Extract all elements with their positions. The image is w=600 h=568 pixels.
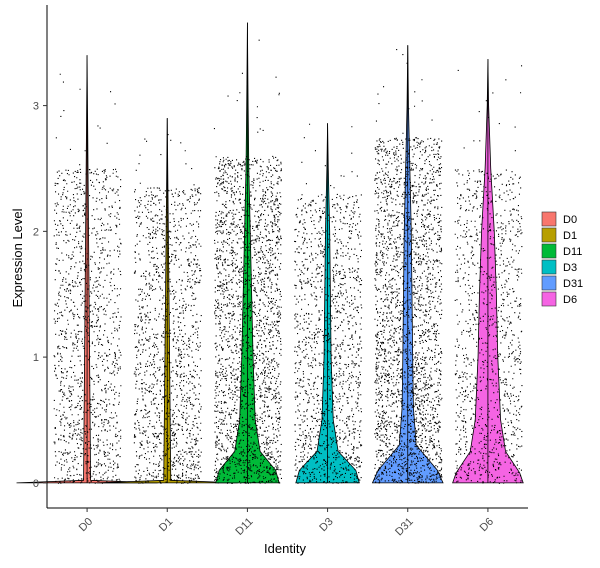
legend-key-d6 xyxy=(541,291,557,307)
violin-d3 xyxy=(294,123,363,484)
violin-d31 xyxy=(371,45,444,484)
x-tick-label-d31: D31 xyxy=(393,516,416,539)
violin-d0 xyxy=(16,55,158,484)
legend: D0 D1 D11 D3 D31 D6 xyxy=(541,211,583,307)
legend-label-d1: D1 xyxy=(563,230,577,242)
legend-label-d11: D11 xyxy=(563,246,582,258)
y-tick-label-0: 0 xyxy=(33,478,39,490)
legend-key-d31 xyxy=(541,275,557,291)
violin-d6 xyxy=(452,59,524,484)
x-tick-label-d6: D6 xyxy=(478,516,496,534)
x-axis-title: Identity xyxy=(264,541,306,556)
y-tick-label-3: 3 xyxy=(33,101,39,113)
points-d6 xyxy=(454,65,523,484)
legend-key-d0 xyxy=(541,211,557,227)
y-tick-label-1: 1 xyxy=(33,352,39,364)
legend-label-d0: D0 xyxy=(563,214,577,226)
legend-key-d1 xyxy=(541,227,557,243)
legend-key-d3 xyxy=(541,259,557,275)
y-axis-title: Expression Level xyxy=(10,208,25,307)
violin-d11 xyxy=(213,22,282,484)
x-tick-label-d1: D1 xyxy=(157,516,175,534)
y-tick-label-2: 2 xyxy=(33,226,39,238)
plot-area xyxy=(16,22,524,484)
violin-d1 xyxy=(96,118,238,484)
x-tick-label-d11: D11 xyxy=(233,516,255,538)
x-tick-label-d3: D3 xyxy=(317,516,335,534)
legend-label-d6: D6 xyxy=(563,294,577,306)
points-d11 xyxy=(213,39,282,484)
axes: D0 D1 D11 D3 D31 D6 0 1 2 3 xyxy=(33,5,528,538)
legend-key-d11 xyxy=(541,243,557,259)
legend-label-d3: D3 xyxy=(563,262,577,274)
x-tick-label-d0: D0 xyxy=(77,516,95,534)
points-d3 xyxy=(294,123,363,484)
legend-label-d31: D31 xyxy=(563,278,583,290)
